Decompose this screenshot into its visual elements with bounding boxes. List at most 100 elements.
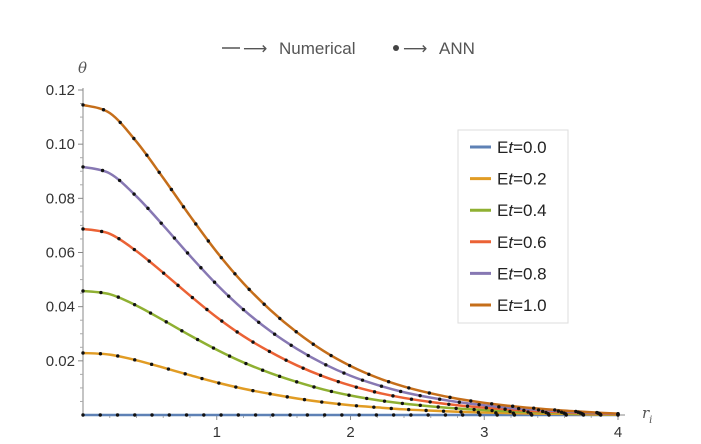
legend-label-prefix: E bbox=[497, 138, 508, 157]
legend-label-value: =0.6 bbox=[513, 233, 547, 252]
ann-point bbox=[219, 413, 223, 417]
ann-point bbox=[169, 187, 174, 192]
ann-point bbox=[199, 266, 203, 270]
ann-point bbox=[200, 376, 204, 381]
legend-label-prefix: E bbox=[497, 264, 508, 283]
ann-point bbox=[372, 405, 376, 409]
ann-point bbox=[195, 337, 200, 342]
ann-point bbox=[267, 349, 272, 354]
ann-point bbox=[616, 411, 620, 416]
ann-point bbox=[284, 358, 288, 362]
series-line bbox=[82, 165, 619, 416]
ann-point bbox=[288, 413, 292, 417]
y-tick-label: 0.02 bbox=[46, 353, 75, 370]
ann-point bbox=[526, 410, 530, 414]
ann-point bbox=[272, 332, 277, 336]
legend-label-value: =0.8 bbox=[513, 264, 547, 283]
ann-point bbox=[176, 283, 180, 288]
ann-point bbox=[409, 397, 414, 401]
ann-point bbox=[133, 358, 137, 362]
y-tick-label: 0.06 bbox=[46, 245, 75, 262]
ann-point bbox=[337, 402, 341, 406]
ann-point bbox=[477, 402, 481, 407]
ann-point bbox=[367, 372, 371, 376]
ann-point bbox=[220, 319, 224, 323]
ann-point bbox=[389, 406, 393, 411]
caption: ⟶ Numerical ⟶ ANN bbox=[222, 39, 475, 58]
ann-point bbox=[81, 227, 85, 231]
ann-point bbox=[522, 408, 526, 413]
ann-point bbox=[236, 413, 241, 417]
legend-label-value: =0.0 bbox=[513, 138, 547, 157]
ann-point bbox=[167, 413, 171, 417]
ann-point bbox=[511, 411, 516, 415]
ann-point bbox=[172, 236, 177, 240]
ann-point bbox=[100, 168, 105, 173]
ann-point bbox=[227, 354, 232, 358]
legend-label: Et=1.0 bbox=[497, 296, 547, 315]
ann-point bbox=[185, 251, 190, 255]
ann-point bbox=[329, 353, 333, 358]
ann-point bbox=[437, 397, 442, 401]
ann-point bbox=[159, 221, 163, 225]
ann-point bbox=[118, 120, 122, 125]
ann-point bbox=[544, 410, 548, 415]
ann-point bbox=[382, 399, 387, 403]
ann-point bbox=[81, 165, 85, 169]
ann-point bbox=[398, 389, 403, 394]
legend-label-prefix: E bbox=[497, 201, 508, 220]
x-axis-label-main: r bbox=[642, 404, 650, 422]
ann-point bbox=[295, 380, 299, 384]
ann-point bbox=[347, 393, 351, 397]
ann-point bbox=[494, 411, 498, 415]
series-points bbox=[81, 103, 620, 417]
ann-point bbox=[322, 413, 327, 417]
legend-label-var: t bbox=[508, 170, 514, 189]
ann-point bbox=[347, 363, 352, 368]
ann-point bbox=[166, 367, 171, 371]
ann-point bbox=[365, 396, 369, 401]
ann-point bbox=[510, 404, 515, 408]
ann-dot-icon bbox=[393, 45, 399, 51]
ann-point bbox=[202, 413, 206, 417]
caption-arrow-ann: ⟶ bbox=[403, 39, 427, 58]
ann-point bbox=[219, 255, 224, 260]
ann-point bbox=[260, 368, 265, 372]
ann-point bbox=[117, 178, 122, 183]
ann-point bbox=[595, 410, 599, 415]
ann-point bbox=[379, 384, 384, 388]
legend-label-var: t bbox=[508, 233, 514, 252]
ann-point bbox=[98, 413, 102, 417]
ann-point bbox=[360, 378, 365, 382]
legend-label-value: =1.0 bbox=[513, 296, 547, 315]
caption-ann-label: ANN bbox=[439, 39, 475, 58]
ann-point bbox=[312, 385, 316, 389]
ann-point bbox=[302, 397, 307, 402]
ann-point bbox=[206, 239, 211, 243]
legend-label-var: t bbox=[508, 138, 514, 157]
legend: Et=0.0Et=0.2Et=0.4Et=0.6Et=0.8Et=1.0 bbox=[457, 129, 569, 324]
ann-point bbox=[132, 302, 137, 307]
ann-point bbox=[428, 400, 432, 404]
ann-point bbox=[536, 408, 541, 412]
y-tick-label: 0.10 bbox=[46, 136, 75, 153]
ann-point bbox=[391, 394, 395, 398]
ann-point bbox=[391, 413, 396, 417]
ann-point bbox=[81, 413, 85, 417]
ann-point bbox=[212, 280, 217, 284]
ann-point bbox=[150, 413, 154, 417]
ann-point bbox=[556, 409, 561, 413]
ann-point bbox=[99, 290, 103, 295]
ann-point bbox=[164, 320, 168, 324]
y-tick-label: 0.04 bbox=[46, 299, 75, 316]
ann-point bbox=[157, 170, 161, 175]
ann-point bbox=[148, 311, 153, 315]
ann-point bbox=[478, 413, 482, 417]
ann-point bbox=[133, 413, 137, 417]
ann-point bbox=[161, 271, 166, 275]
ann-point bbox=[190, 295, 195, 300]
ann-point bbox=[469, 399, 473, 403]
ann-point bbox=[262, 302, 266, 306]
ann-point bbox=[457, 400, 462, 404]
